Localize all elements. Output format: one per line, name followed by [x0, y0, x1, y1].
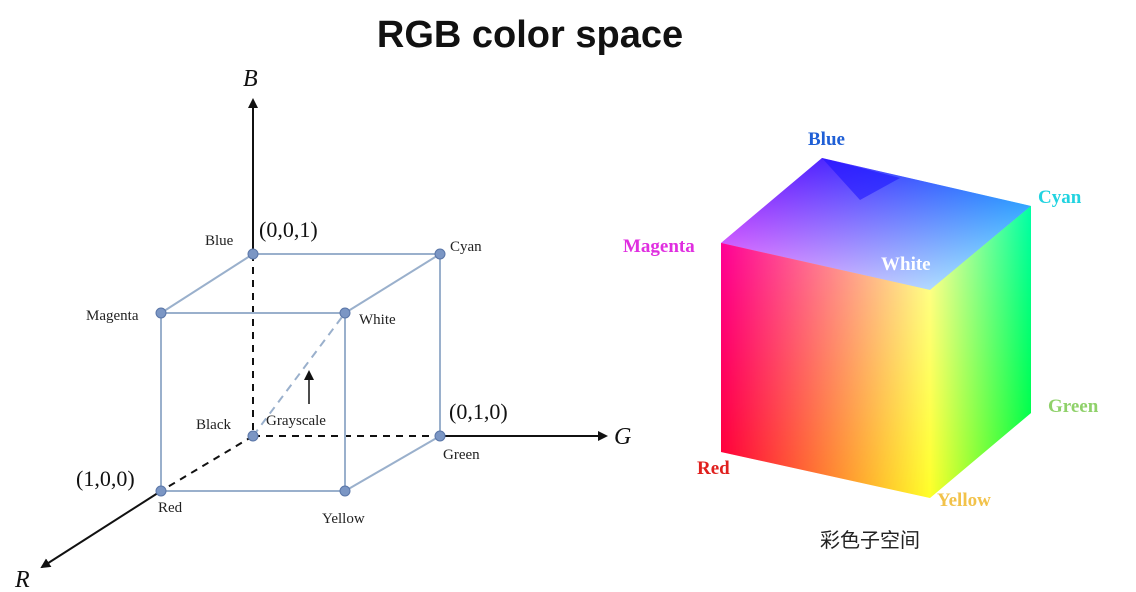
vertex-label-green: Green: [443, 447, 480, 463]
cube-label-magenta: Magenta: [623, 236, 695, 257]
cube-label-red: Red: [697, 458, 730, 479]
cube-label-cyan: Cyan: [1038, 187, 1082, 208]
cube-vertices: [155, 248, 446, 497]
cube-front-face: [721, 243, 930, 498]
coord-green: (0,1,0): [449, 399, 508, 424]
page-title: RGB color space: [376, 14, 684, 56]
grayscale-diagonal: [252, 312, 346, 437]
cube-label-yellow: Yellow: [937, 490, 991, 511]
vertex-label-magenta: Magenta: [86, 308, 139, 324]
cube-label-blue: Blue: [808, 129, 845, 150]
vertex-label-grayscale: Grayscale: [266, 413, 326, 429]
rgb-wireframe-cube: B G R (0,0,1) (0,1,0) (1,0,0) Blue Cyan …: [14, 66, 631, 592]
g-axis-label: G: [614, 424, 631, 450]
rgb-color-cube: Blue Cyan Magenta White Green Red Yellow: [623, 129, 1099, 511]
coord-red: (1,0,0): [76, 466, 135, 491]
cube-label-green: Green: [1048, 396, 1099, 417]
vertex-label-blue: Blue: [205, 233, 234, 249]
r-axis: [40, 490, 162, 569]
vertex-label-black: Black: [196, 417, 231, 433]
vertex-label-yellow: Yellow: [322, 511, 365, 527]
cube-edges: [160, 253, 441, 492]
r-axis-label: R: [14, 567, 30, 592]
vertex-label-white: White: [359, 312, 396, 328]
b-axis-label: B: [243, 66, 258, 92]
cube-label-white: White: [881, 254, 931, 275]
vertex-label-red: Red: [158, 500, 183, 516]
cube-caption: 彩色子空间: [820, 528, 920, 552]
r-axis-hidden: [160, 435, 254, 492]
coord-blue: (0,0,1): [259, 217, 318, 242]
vertex-label-cyan: Cyan: [450, 239, 482, 255]
